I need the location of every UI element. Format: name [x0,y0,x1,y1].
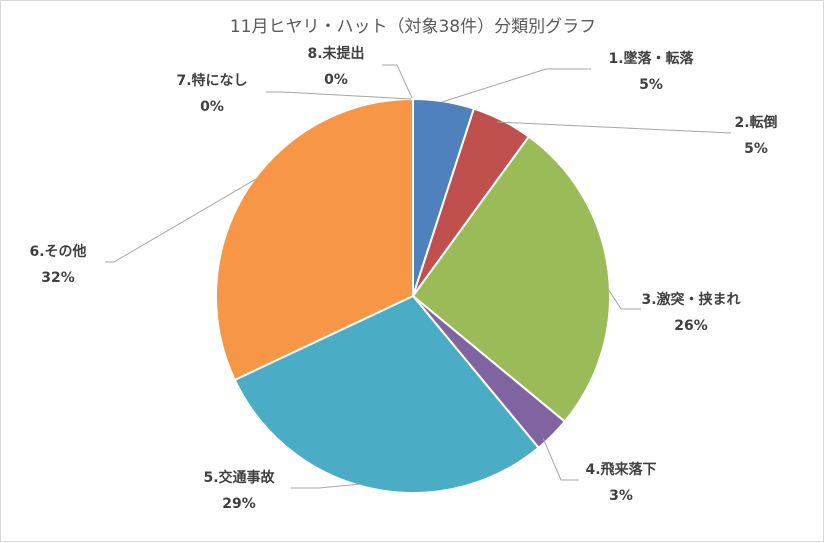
leader-line-4 [542,437,579,481]
percent-label-3: 26% [674,318,708,334]
leader-line-6 [105,178,257,263]
pie-slice-6 [215,97,414,382]
category-label-3: 3.激突・挟まれ [641,291,740,308]
pie-slice-5 [233,294,540,494]
category-label-7: 7.特になし [176,72,247,89]
percent-label-6: 32% [41,270,75,286]
category-label-2: 2.転倒 [734,114,777,131]
leader-line-1 [441,68,591,103]
leader-lines [105,64,732,489]
percent-label-7: 0% [200,99,224,115]
chart-title: 11月ヒヤリ・ハット（対象38件）分類別グラフ [230,17,596,37]
leader-line-2 [496,121,732,134]
percent-label-8: 0% [324,72,348,88]
percent-label-5: 29% [222,496,256,512]
category-label-6: 6.その他 [29,243,86,260]
leader-line-5 [291,483,362,489]
percent-label-2: 5% [744,141,768,157]
category-label-1: 1.墜落・転落 [608,50,694,67]
category-label-8: 8.未提出 [307,45,364,62]
pie-slices [215,97,611,494]
data-labels: 1.墜落・転落 5% 2.転倒 5% 3.激突・挟まれ 26% 4.飛来落下 3% 5.交通事故… [29,45,777,512]
category-label-4: 4.飛来落下 [585,461,656,478]
leader-line-8 [382,64,413,99]
leader-line-7 [266,91,412,100]
leader-line-3 [604,283,641,310]
category-label-5: 5.交通事故 [203,469,275,486]
percent-label-1: 5% [639,77,663,93]
percent-label-4: 3% [609,488,633,504]
pie-slice-3 [411,135,611,423]
